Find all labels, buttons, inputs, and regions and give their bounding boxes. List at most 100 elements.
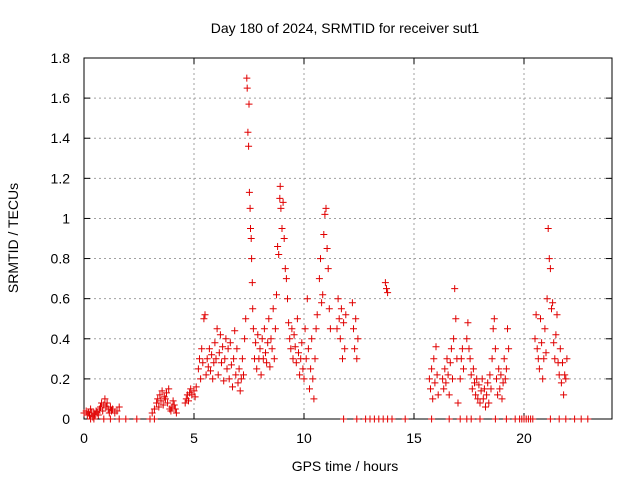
data-point (325, 305, 333, 313)
data-point (194, 365, 202, 373)
data-point (247, 235, 255, 242)
data-point (263, 359, 271, 367)
data-point (216, 331, 224, 339)
data-point (495, 365, 503, 373)
y-tick-label: 1.8 (51, 50, 71, 66)
data-point (286, 335, 294, 343)
data-point (559, 359, 566, 367)
data-point (311, 355, 319, 363)
data-point (264, 339, 272, 347)
data-point (326, 325, 334, 333)
data-point (445, 391, 453, 399)
data-point (287, 345, 295, 353)
data-point (237, 375, 245, 383)
data-point (537, 315, 544, 323)
data-point (307, 365, 315, 373)
data-point (472, 391, 480, 399)
data-point (292, 359, 300, 367)
data-point (306, 385, 313, 393)
data-point (158, 387, 166, 395)
data-point (383, 285, 390, 293)
data-point (230, 355, 238, 363)
data-point (153, 399, 161, 407)
data-point (226, 339, 234, 347)
data-point (337, 305, 345, 313)
y-tick-label: 1.6 (51, 90, 71, 106)
data-point (270, 355, 278, 363)
data-point (277, 204, 285, 212)
data-point (224, 345, 232, 353)
data-point (171, 405, 179, 413)
data-point (236, 387, 244, 395)
y-tick-label: 1.4 (51, 130, 71, 146)
data-point (293, 315, 301, 323)
data-point (442, 379, 450, 387)
data-point (313, 311, 321, 319)
data-point (441, 365, 449, 373)
data-point (334, 295, 342, 303)
data-point (352, 315, 360, 323)
data-point (257, 371, 265, 379)
data-point (281, 265, 289, 273)
data-point (240, 371, 247, 379)
data-point (467, 415, 475, 423)
data-point (245, 142, 253, 150)
data-point (227, 361, 235, 369)
data-point (258, 335, 266, 343)
data-point (229, 383, 236, 391)
data-point (443, 355, 451, 363)
data-point (209, 375, 217, 383)
data-point (353, 415, 361, 423)
data-point (238, 355, 246, 363)
data-point (304, 345, 312, 353)
data-point (212, 355, 220, 363)
data-point (321, 210, 329, 218)
data-point (309, 375, 317, 383)
data-point (210, 359, 218, 367)
grid-lines (84, 58, 612, 419)
data-point (100, 415, 108, 423)
data-point (109, 405, 117, 413)
data-point (260, 325, 268, 333)
data-point (284, 295, 291, 303)
data-point (290, 331, 298, 339)
y-tick-label: 1 (62, 210, 70, 226)
data-point (571, 415, 579, 423)
data-point (243, 84, 251, 92)
data-point (324, 265, 332, 273)
data-point (320, 231, 328, 238)
data-point (487, 385, 495, 393)
data-point (90, 415, 98, 423)
data-point (557, 379, 565, 387)
data-point (197, 375, 205, 383)
data-point (161, 395, 169, 403)
y-tick-label: 0.8 (51, 251, 71, 267)
data-point (491, 415, 499, 423)
data-point (562, 375, 570, 383)
data-point (222, 335, 230, 343)
data-point (490, 315, 498, 323)
data-point (552, 331, 560, 339)
data-point (196, 355, 203, 363)
data-point (401, 415, 409, 423)
data-point (475, 381, 483, 389)
data-point (208, 351, 216, 359)
data-point (256, 345, 264, 353)
data-point (122, 415, 130, 423)
data-point (219, 343, 227, 351)
chart-title: Day 180 of 2024, SRMTID for receiver sut… (211, 20, 480, 36)
data-point (318, 299, 326, 307)
data-point (262, 349, 269, 357)
data-point (301, 325, 309, 333)
data-point (497, 371, 505, 379)
data-point (115, 415, 123, 423)
data-point (221, 355, 229, 363)
data-point (555, 415, 563, 423)
data-point (319, 291, 327, 299)
data-point (291, 343, 299, 351)
plot-frame (83, 57, 613, 420)
data-point (444, 371, 452, 379)
data-point (190, 387, 198, 395)
data-point (488, 355, 496, 363)
data-point (388, 415, 396, 423)
